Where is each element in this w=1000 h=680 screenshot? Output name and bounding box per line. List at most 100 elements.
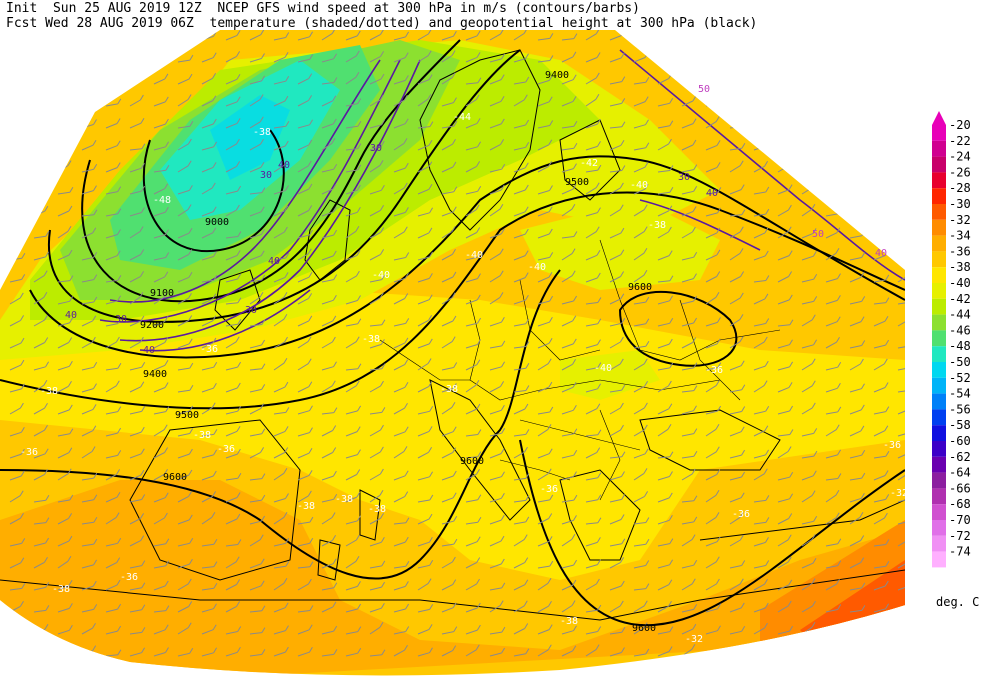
wind-barb xyxy=(897,520,905,525)
wind-barb-flag xyxy=(860,316,865,322)
wind-barb-flag xyxy=(380,227,385,233)
wind-barb xyxy=(417,299,430,305)
wind-barb-flag xyxy=(93,296,98,303)
wind-barb-flag xyxy=(404,337,409,344)
wind-barb-flag xyxy=(259,116,264,123)
wind-barb xyxy=(537,79,550,85)
wind-barb xyxy=(513,584,526,591)
wind-barb xyxy=(513,277,526,283)
wind-barb xyxy=(81,56,94,63)
wind-barb xyxy=(129,366,142,371)
wind-barb xyxy=(489,587,502,591)
wind-barb-flag xyxy=(524,162,529,169)
wind-barb-flag xyxy=(19,402,24,409)
wind-barb xyxy=(729,607,742,613)
wind-barb xyxy=(777,143,789,151)
wind-barb-flag xyxy=(357,626,362,632)
wind-barb-flag xyxy=(236,96,241,103)
wind-barb xyxy=(9,364,22,371)
wind-barb xyxy=(273,498,286,503)
wind-barb xyxy=(585,212,598,217)
wind-barb-flag xyxy=(428,426,433,432)
wind-barb xyxy=(81,168,94,173)
wind-barb xyxy=(249,34,262,41)
wind-barb xyxy=(81,499,94,503)
wind-barb xyxy=(345,385,357,393)
wind-barb-flag xyxy=(21,77,26,83)
wind-barb-flag xyxy=(573,143,578,149)
wind-barb-flag xyxy=(500,139,505,145)
wind-barb-flag xyxy=(764,227,769,234)
wind-barb xyxy=(81,341,93,349)
wind-barb-flag xyxy=(811,402,816,409)
wind-barb xyxy=(81,103,94,107)
wind-barb-flag xyxy=(381,363,386,369)
wind-barb xyxy=(729,80,742,85)
wind-barb-flag xyxy=(237,273,242,280)
wind-barb-flag xyxy=(333,274,338,280)
wind-barb xyxy=(9,431,22,437)
wind-barb-flag xyxy=(739,534,744,541)
wind-barb-flag xyxy=(573,471,577,477)
wind-barb-flag xyxy=(237,297,242,304)
wind-barb-flag xyxy=(357,515,362,522)
wind-barb-flag xyxy=(117,186,122,192)
wind-barb xyxy=(345,341,357,349)
wind-barb xyxy=(633,252,645,261)
wind-barb-flag xyxy=(381,649,386,655)
wind-barb xyxy=(9,453,22,459)
wind-barb xyxy=(609,81,622,85)
wind-barb xyxy=(321,539,333,547)
wind-barb xyxy=(417,451,429,459)
wind-barb-flag xyxy=(739,512,744,518)
wind-barb-flag xyxy=(645,119,649,125)
wind-barb-flag xyxy=(188,491,193,497)
wind-barb-flag xyxy=(645,33,650,39)
wind-barb xyxy=(273,231,285,239)
wind-barb xyxy=(753,298,766,305)
wind-barb xyxy=(393,277,406,283)
wind-barb xyxy=(561,650,574,657)
wind-barb-flag xyxy=(477,186,482,192)
wind-barb-flag xyxy=(884,183,889,189)
wind-barb-flag xyxy=(44,314,48,321)
wind-barb-flag xyxy=(812,250,817,257)
wind-barb-flag xyxy=(403,94,408,101)
wind-barb xyxy=(729,476,742,481)
wind-barb-flag xyxy=(43,182,48,189)
wind-barb xyxy=(753,627,765,635)
wind-barb xyxy=(33,146,46,151)
wind-barb xyxy=(873,626,885,635)
wind-barb-flag xyxy=(643,247,648,254)
wind-barb xyxy=(105,473,117,481)
wind-label: 30 xyxy=(370,143,382,154)
wind-barb xyxy=(369,473,381,481)
wind-barb xyxy=(273,296,285,305)
wind-barb xyxy=(153,188,165,195)
wind-barb-flag xyxy=(741,209,746,215)
wind-barb xyxy=(825,543,838,547)
wind-barb xyxy=(297,188,310,195)
wind-barb-flag xyxy=(669,187,674,193)
legend-label: -72 xyxy=(949,529,971,543)
legend-label: -32 xyxy=(949,213,971,227)
wind-barb-flag xyxy=(573,33,578,39)
wind-barb-flag xyxy=(428,513,433,520)
wind-barb-flag xyxy=(115,50,120,56)
wind-barb xyxy=(585,367,598,371)
wind-barb xyxy=(321,188,334,195)
wind-barb xyxy=(777,255,790,261)
wind-barb xyxy=(513,562,525,569)
wind-barb-flag xyxy=(811,622,816,628)
wind-barb xyxy=(705,296,717,305)
wind-barb xyxy=(297,583,309,591)
wind-barb xyxy=(777,476,790,481)
wind-barb xyxy=(801,255,814,261)
wind-barb xyxy=(57,230,69,239)
wind-barb xyxy=(393,565,406,569)
wind-barb-flag xyxy=(861,252,866,258)
wind-barb-flag xyxy=(332,183,337,190)
wind-barb-flag xyxy=(789,405,794,412)
wind-barb-flag xyxy=(21,583,26,589)
wind-barb xyxy=(801,344,814,349)
